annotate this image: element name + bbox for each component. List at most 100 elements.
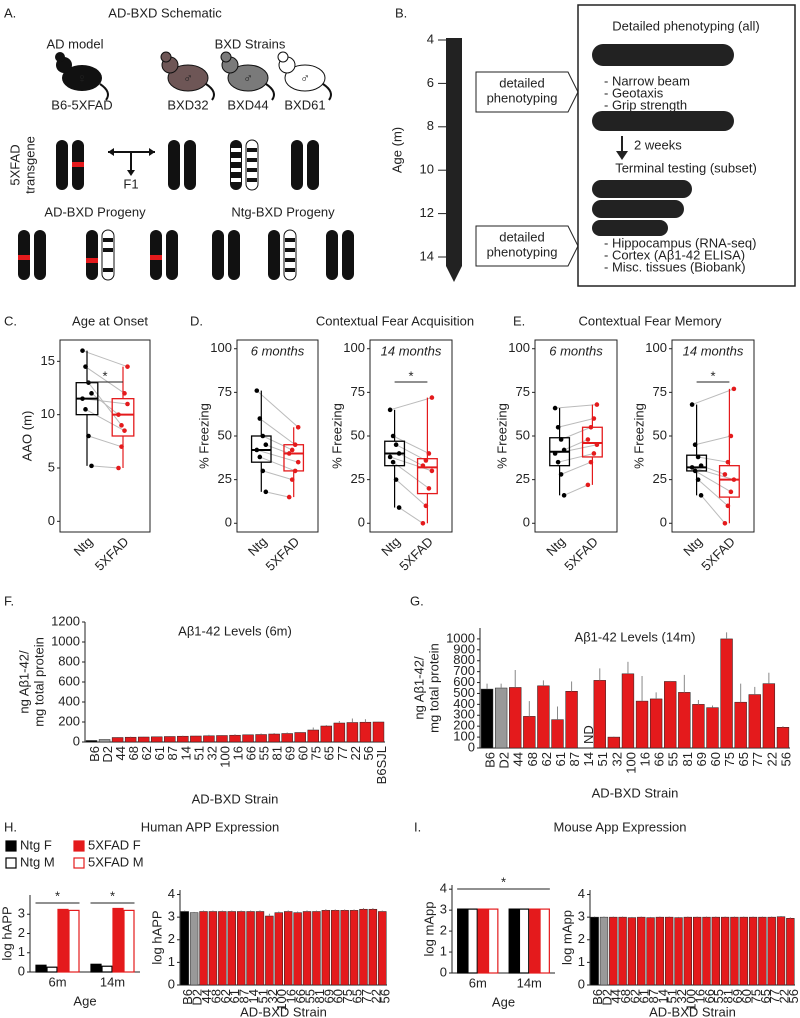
y-axis-label: ng Aβ1-42/mg total protein [412, 643, 442, 733]
y-tick-label: 0 [168, 976, 175, 991]
x-tick-label: 62 [539, 752, 554, 766]
y-axis-label-line: mg total protein [32, 637, 47, 727]
bar [85, 740, 98, 743]
y-tick-label: 75 [351, 384, 365, 399]
x-tick-label: 75 [340, 989, 355, 1003]
x-tick-label: 81 [721, 989, 736, 1003]
y-tick-label: 100 [343, 340, 365, 355]
transgene-label-line: 5XFAD [8, 144, 23, 185]
pair-line [265, 444, 290, 454]
bar [720, 638, 733, 749]
y-tick-label: 25 [653, 471, 667, 486]
chart-title: Age at Onset [72, 313, 148, 328]
bar [467, 908, 478, 974]
y-tick-label: 500 [453, 685, 475, 700]
x-tick-label: 66 [652, 752, 667, 766]
x-tick-label: 100 [683, 989, 698, 1011]
x-tick-label: D2 [190, 989, 205, 1006]
legend-label: 5XFAD M [88, 854, 144, 869]
panel-label: I. [414, 819, 421, 834]
pair-line [85, 366, 125, 394]
x-tick-label: 14 [581, 752, 596, 766]
bar [599, 916, 609, 986]
point [125, 401, 130, 407]
bar [664, 681, 677, 749]
x-tick-label: 22 [348, 746, 363, 760]
x-tick-label: 61 [637, 989, 652, 1003]
y-axis-label: % Freezing [329, 403, 344, 469]
y-tick-label: 1000 [51, 633, 80, 648]
x-tick-label: 32 [609, 752, 624, 766]
bar [551, 719, 564, 749]
pair-line [694, 470, 732, 493]
x-tick-label: B6 [180, 989, 195, 1005]
tissue: - Hippocampus (RNA-seq) [604, 235, 756, 250]
x-tick-label: 51 [665, 989, 680, 1003]
point [122, 391, 127, 396]
bar [734, 701, 747, 749]
point [695, 454, 701, 460]
sex-symbol: ♂ [300, 70, 310, 85]
bar [293, 912, 302, 986]
label: AD-BXD Progeny [44, 204, 146, 219]
bar [208, 911, 218, 986]
point [396, 451, 402, 456]
x-tick-label: 100 [623, 752, 638, 774]
point [83, 407, 88, 412]
x-tick-label: 56 [786, 989, 800, 1003]
x-tick-label: 14m [517, 975, 542, 990]
point [594, 402, 600, 407]
point [552, 405, 558, 411]
bar [518, 908, 530, 974]
bar [711, 916, 720, 986]
point [396, 505, 402, 510]
y-tick-label: 3 [578, 909, 585, 924]
point [722, 520, 728, 526]
x-tick-label: 100 [274, 989, 289, 1011]
y-tick-label: 75 [218, 384, 232, 399]
mouse [55, 52, 109, 101]
schematic-b-shapes [446, 4, 796, 287]
x-tick-label: 51 [595, 752, 610, 766]
point [555, 424, 561, 430]
pair-line [256, 449, 299, 463]
point [552, 451, 558, 456]
y-tick-label: 15 [41, 353, 55, 368]
bar [565, 691, 578, 749]
bar [508, 908, 520, 974]
bar [649, 698, 663, 749]
panel-label: F. [4, 593, 14, 608]
label: AD model [46, 36, 103, 51]
bar [494, 687, 508, 749]
point [86, 380, 91, 385]
point [286, 451, 292, 456]
y-axis-label: ng Aβ1-42/mg total protein [17, 637, 47, 727]
pair-line [395, 444, 427, 461]
point [89, 391, 94, 396]
panel-label: C. [4, 313, 17, 328]
bar [164, 736, 176, 743]
y-tick-label: 1 [578, 954, 585, 969]
pair-line [398, 507, 424, 524]
significance: * [102, 368, 107, 383]
bar [368, 908, 378, 986]
panel-title: AD-BXD Schematic [108, 5, 222, 20]
bar [786, 918, 795, 986]
bar [346, 722, 359, 743]
bar [57, 908, 69, 973]
pair-line [85, 408, 125, 432]
bar [265, 915, 274, 986]
x-tick-label: Ntg [680, 534, 705, 559]
point [692, 442, 698, 448]
pair-line [392, 435, 430, 454]
x-tick-label: 44 [199, 989, 214, 1003]
x-tick-label: 66 [243, 746, 258, 760]
callout: detailed phenotyping [487, 76, 558, 106]
callout-line: detailed [499, 76, 545, 91]
x-tick-label: 62 [218, 989, 233, 1003]
y-tick-label: 8 [427, 118, 434, 133]
bar [284, 911, 293, 986]
test: - Grip strength [604, 97, 687, 112]
y-axis-label: log mApp [559, 910, 574, 965]
x-tick-label: 62 [139, 746, 154, 760]
